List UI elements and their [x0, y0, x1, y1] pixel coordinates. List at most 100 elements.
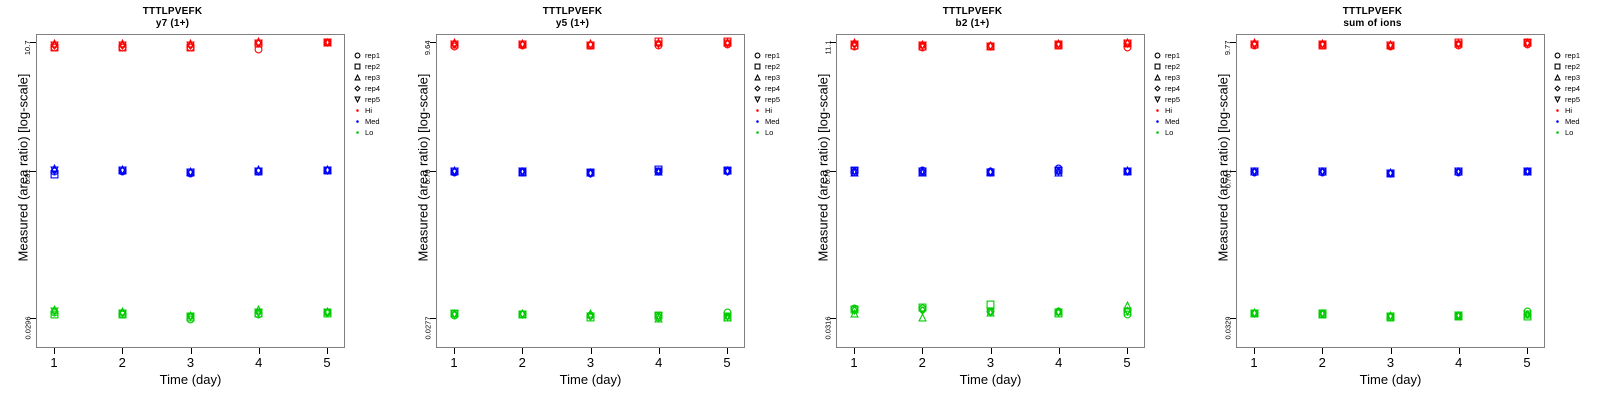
x-tick-label: 3	[1386, 355, 1395, 370]
legend-label: rep2	[765, 62, 781, 71]
legend-label: rep3	[365, 73, 381, 82]
chart-panel-4: TTTLPVEFK sum of ions Measured (area ratio…	[1200, 0, 1600, 400]
legend-item: Med	[352, 116, 400, 127]
x-tick-label: 4	[1055, 355, 1063, 370]
x-tick-label: 5	[1523, 355, 1531, 370]
legend-item: rep4	[752, 83, 800, 94]
x-tick-label: 2	[1318, 355, 1326, 370]
plot-area	[436, 34, 745, 348]
y-tick-label: 0.78	[423, 169, 433, 185]
y-tick-label: 0.81	[23, 169, 33, 185]
legend-item: Med	[752, 116, 800, 127]
panel-title: TTTLPVEFK	[542, 6, 603, 17]
x-tick-label: 5	[723, 355, 731, 370]
y-tick-label: 0.76	[823, 169, 833, 185]
diamond-icon	[1152, 83, 1163, 94]
x-tick-label: 4	[255, 355, 263, 370]
x-tick-label: 1	[1250, 355, 1258, 370]
y-tick-label: 10.7	[23, 40, 33, 56]
y-tick-mark	[30, 318, 36, 319]
x-tick-mark	[327, 348, 328, 354]
legend-item: rep3	[1152, 72, 1200, 83]
dot-icon	[352, 105, 363, 116]
x-tick-mark	[1458, 348, 1460, 354]
y-tick-mark	[430, 318, 436, 319]
legend-label: Lo	[365, 128, 374, 137]
chart-panel-2: TTTLPVEFK y5 (1+) Measured (area ratio) [l…	[400, 0, 800, 400]
y-tick-mark	[830, 318, 836, 319]
x-tick-label: 1	[50, 355, 58, 370]
legend-label: rep4	[1565, 84, 1581, 93]
y-tick-label: 0.0316	[823, 316, 833, 340]
legend-item: Lo	[352, 127, 400, 138]
legend-label: rep5	[1165, 95, 1181, 104]
legend-label: rep5	[365, 95, 381, 104]
panel-title: TTTLPVEFK	[942, 6, 1003, 17]
dot-icon	[1152, 105, 1163, 116]
y-tick-label: 0.0329	[1223, 316, 1233, 340]
plot-area	[1236, 34, 1545, 348]
x-tick-mark	[122, 348, 124, 354]
legend-label: rep5	[765, 95, 781, 104]
legend-label: Lo	[1165, 128, 1174, 137]
panel-title: TTTLPVEFK	[142, 6, 203, 17]
y-tick-mark	[830, 171, 836, 172]
legend-item: rep1	[752, 50, 800, 61]
x-tick-mark	[54, 348, 55, 354]
legend-item: Hi	[1552, 105, 1600, 116]
legend-label: rep2	[365, 62, 381, 71]
legend-item: rep5	[1552, 94, 1600, 105]
x-tick-label: 3	[186, 355, 195, 370]
y-tick-mark	[430, 42, 436, 43]
x-tick-mark	[658, 348, 660, 354]
legend-item: rep4	[352, 83, 400, 94]
x-tick-label: 3	[586, 355, 595, 370]
square-icon	[352, 61, 363, 72]
legend-label: Lo	[1565, 128, 1574, 137]
x-tick-label: 4	[1455, 355, 1463, 370]
x-axis-label: Time (day)	[959, 372, 1022, 387]
x-tick-mark	[1127, 348, 1128, 354]
legend-label: Hi	[365, 106, 373, 115]
y-tick-mark	[1230, 171, 1236, 172]
legend-label: rep3	[1565, 73, 1581, 82]
legend-label: Med	[1565, 117, 1580, 126]
x-tick-mark	[522, 348, 524, 354]
y-tick-label: 0.0277	[423, 316, 433, 340]
x-tick-mark	[190, 348, 192, 354]
plot-area	[36, 34, 345, 348]
legend-label: rep1	[365, 51, 381, 60]
legend-item: rep2	[352, 61, 400, 72]
legend-item: rep5	[352, 94, 400, 105]
x-tick-label: 1	[850, 355, 858, 370]
x-tick-label: 3	[986, 355, 995, 370]
triangle-down-icon	[352, 94, 363, 105]
dot-icon	[1152, 127, 1163, 138]
dot-icon	[352, 127, 363, 138]
square-icon	[1152, 61, 1163, 72]
legend-label: rep5	[1565, 95, 1581, 104]
x-tick-mark	[990, 348, 992, 354]
y-tick-label: 0.761	[1223, 169, 1233, 189]
x-tick-mark	[1322, 348, 1324, 354]
dot-icon	[1152, 116, 1163, 127]
legend-label: Med	[765, 117, 780, 126]
legend-item: Lo	[1152, 127, 1200, 138]
triangle-up-icon	[752, 72, 763, 83]
legend-label: rep2	[1165, 62, 1181, 71]
legend: rep1 rep2 rep3 rep4 rep5 Hi Med Lo	[1152, 50, 1200, 138]
legend-label: rep1	[765, 51, 781, 60]
legend-label: rep1	[1565, 51, 1581, 60]
legend: rep1 rep2 rep3 rep4 rep5 Hi Med Lo	[1552, 50, 1600, 138]
triangle-down-icon	[752, 94, 763, 105]
legend-item: Med	[1152, 116, 1200, 127]
legend-label: rep1	[1165, 51, 1181, 60]
x-tick-mark	[1058, 348, 1060, 354]
legend-label: rep4	[1165, 84, 1181, 93]
dot-icon	[752, 116, 763, 127]
x-tick-mark	[854, 348, 855, 354]
triangle-down-icon	[1552, 94, 1563, 105]
legend: rep1 rep2 rep3 rep4 rep5 Hi Med Lo	[752, 50, 800, 138]
x-tick-label: 5	[323, 355, 331, 370]
